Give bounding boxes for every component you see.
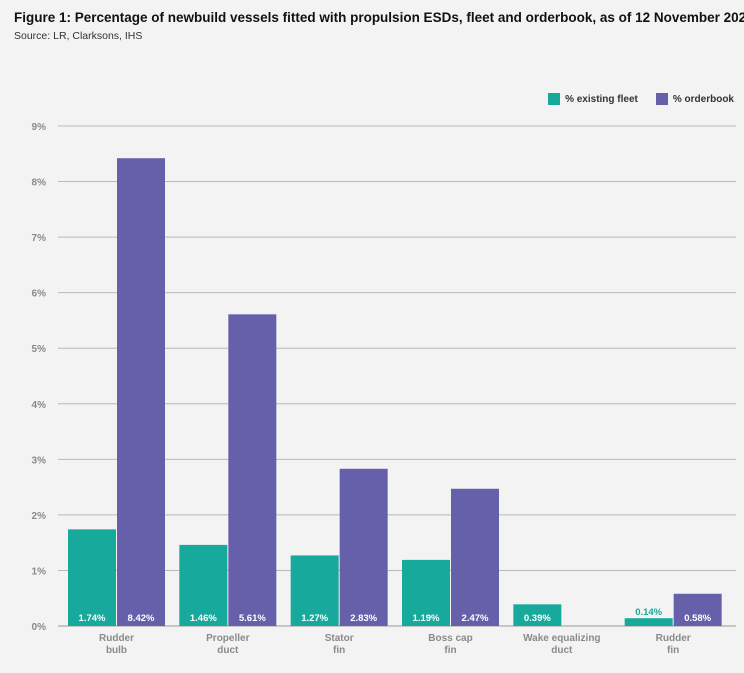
legend-item-existing-fleet: % existing fleet (548, 93, 638, 105)
data-label: 0.39% (524, 613, 551, 624)
x-category-label: Rudder (656, 633, 691, 644)
legend-swatch-orderbook (655, 93, 668, 105)
data-label: 1.27% (301, 613, 328, 624)
bar (68, 529, 116, 626)
data-label: 8.42% (128, 613, 155, 624)
data-label: 1.46% (190, 613, 217, 624)
bar (673, 593, 722, 626)
x-category-label: fin (667, 645, 679, 656)
bar (290, 555, 339, 626)
y-tick-label: 0% (32, 622, 47, 633)
y-tick-label: 7% (32, 233, 47, 244)
bar (228, 314, 277, 626)
bar (179, 544, 228, 626)
y-tick-label: 4% (32, 400, 47, 411)
legend-label-existing-fleet: % existing fleet (565, 93, 638, 105)
y-tick-label: 5% (32, 344, 47, 355)
x-category-label: fin (333, 645, 345, 656)
y-tick-label: 8% (32, 178, 47, 189)
chart-title: Figure 1: Percentage of newbuild vessels… (14, 10, 744, 25)
x-category-label: Stator (325, 633, 354, 644)
x-category-label: Rudder (99, 633, 134, 644)
chart-source: Source: LR, Clarksons, IHS (14, 30, 143, 42)
legend-swatch-existing-fleet (548, 93, 561, 105)
bar (402, 559, 450, 626)
bar (624, 618, 673, 626)
y-tick-label: 9% (32, 122, 47, 133)
data-label: 5.61% (239, 613, 266, 624)
data-label: 2.83% (350, 613, 377, 624)
bar (339, 468, 388, 626)
x-category-label: Wake equalizing (523, 633, 600, 644)
legend-label-orderbook: % orderbook (672, 93, 734, 105)
bar (117, 158, 165, 626)
x-category-label: Propeller (206, 633, 249, 644)
data-label: 0.58% (684, 613, 711, 624)
data-label: 0.14% (635, 607, 662, 618)
x-category-label: duct (217, 645, 239, 656)
y-tick-label: 6% (32, 289, 47, 300)
y-tick-label: 2% (32, 511, 47, 522)
x-category-label: bulb (106, 645, 127, 656)
data-label: 2.47% (462, 613, 489, 624)
x-category-label: fin (444, 645, 456, 656)
data-label: 1.74% (79, 613, 106, 624)
legend-item-orderbook: % orderbook (655, 93, 734, 105)
x-category-label: Boss cap (428, 633, 472, 644)
y-tick-label: 3% (32, 455, 47, 466)
y-tick-label: 1% (32, 566, 47, 577)
bar (451, 488, 499, 626)
chart-legend: % existing fleet % orderbook (548, 93, 734, 105)
x-category-label: duct (551, 645, 573, 656)
bar (513, 604, 562, 626)
data-label: 1.19% (413, 613, 440, 624)
